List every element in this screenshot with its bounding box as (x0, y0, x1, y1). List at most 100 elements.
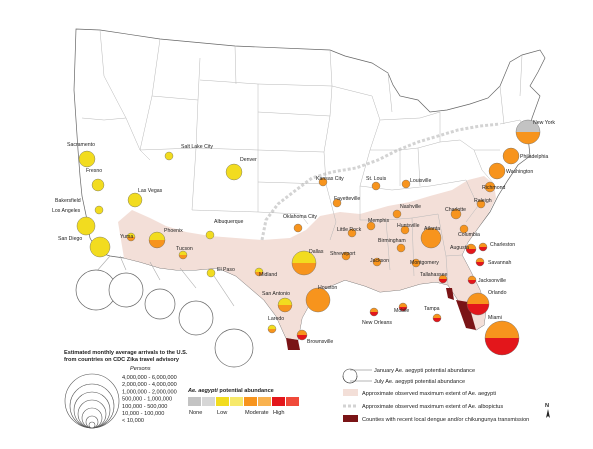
city-symbol-louisville (401, 179, 411, 189)
city-symbol-raleigh (476, 199, 486, 209)
state-boundaries (81, 29, 529, 286)
abundance-swatch-high (272, 397, 285, 406)
city-label-birmingham: Birmingham (378, 238, 406, 244)
city-symbol-el-paso (206, 268, 216, 278)
city-label-shreveport: Shreveport (330, 251, 356, 257)
city-label-los-angeles: Los Angeles (52, 208, 81, 214)
city-label-el-paso: El Paso (217, 267, 235, 273)
city-symbol-nashville (392, 209, 402, 219)
city-symbol-denver (225, 163, 243, 181)
city-label-brownsville: Brownsville (307, 339, 333, 345)
city-label-mobile: Mobile (394, 308, 409, 314)
size-class-label: 500,000 - 1,000,000 (122, 397, 172, 403)
city-symbol-tallahassee (438, 274, 448, 284)
abundance-label-low: Low (217, 410, 228, 416)
city-symbol-mobile (398, 302, 408, 312)
north-arrow-icon: N (545, 403, 550, 418)
city-label-memphis: Memphis (368, 218, 389, 224)
city-label-little-rock: Little Rock (337, 227, 362, 233)
size-legend-persons: Persons (130, 366, 151, 372)
map-legend: January Ae. aegypti potential abundance … (342, 368, 529, 423)
city-symbol-jackson (372, 257, 382, 267)
albopictus-extent-line (260, 122, 501, 241)
city-symbol-laredo (267, 324, 277, 334)
abundance-legend-title: Ae. aegypti potential abundance (187, 388, 274, 394)
city-symbol-brownsville (296, 329, 308, 341)
city-symbol-bakersfield (94, 205, 104, 215)
city-label-charlotte: Charlotte (445, 207, 466, 213)
city-label-jacksonville: Jacksonville (478, 278, 506, 284)
size-legend: Estimated monthly average arrivals to th… (64, 350, 188, 429)
abundance-swatch-low (230, 397, 243, 406)
abundance-swatch-high (286, 397, 299, 406)
city-symbol-houston (305, 287, 331, 313)
city-label-huntsville: Huntsville (397, 223, 420, 229)
city-symbol-phoenix (148, 231, 166, 249)
city-label-tampa: Tampa (424, 306, 440, 312)
abundance-label-high: High (273, 410, 285, 416)
abundance-label-none: None (189, 410, 202, 416)
size-class-label: 1,000,000 - 2,000,000 (122, 389, 177, 395)
city-symbol-jacksonville (467, 275, 477, 285)
city-symbol-shreveport (341, 251, 351, 261)
city-symbol-washington (488, 162, 506, 180)
city-label-san-diego: San Diego (58, 236, 82, 242)
city-label-midland: Midland (259, 272, 277, 278)
svg-text:N: N (545, 403, 549, 409)
city-symbol-fayetteville (332, 198, 342, 208)
city-label-atlanta: Atlanta (424, 226, 440, 232)
city-symbol-birmingham (396, 243, 406, 253)
city-symbol-montgomery (411, 258, 421, 268)
city-symbol-savannah (475, 257, 485, 267)
city-symbol-san-diego (89, 236, 111, 258)
city-label-las-vegas: Las Vegas (138, 188, 163, 194)
city-symbol-philadelphia (502, 147, 520, 165)
city-label-phoenix: Phoenix (164, 228, 183, 234)
city-symbol-sacramento (78, 150, 96, 168)
legend-dengue-swatch (343, 415, 358, 422)
abundance-swatch-none (202, 397, 215, 406)
city-label-bakersfield: Bakersfield (55, 198, 81, 204)
size-class-label: 4,000,000 - 6,000,000 (122, 375, 177, 381)
city-symbol-kansas-city (318, 177, 328, 187)
city-symbol-fresno (91, 178, 105, 192)
city-label-salt-lake-city: Salt Lake City (181, 144, 213, 150)
city-symbol-columbia (459, 224, 469, 234)
city-symbol-memphis (366, 221, 376, 231)
city-symbol-new-york (515, 119, 541, 145)
city-symbol-los-angeles (76, 216, 96, 236)
city-label-st-louis: St. Louis (366, 176, 387, 182)
city-symbol-st-louis (371, 181, 381, 191)
city-symbol-tucson (178, 250, 188, 260)
city-label-new-orleans: New Orleans (362, 320, 392, 326)
legend-aegypti: Approximate observed maximum extent of A… (362, 391, 496, 397)
legend-albopictus: Approximate observed maximum extent of A… (362, 404, 503, 410)
city-symbol-augusta (465, 243, 477, 255)
abundance-label-moderate: Moderate (245, 410, 269, 416)
city-label-denver: Denver (240, 157, 257, 163)
abundance-swatch-moderate (244, 397, 257, 406)
legend-dengue: Counties with recent local dengue and/or… (362, 417, 529, 423)
abundance-swatch-moderate (258, 397, 271, 406)
legend-aegypti-swatch (343, 389, 358, 396)
city-label-savannah: Savannah (488, 260, 511, 266)
abundance-legend: Ae. aegypti potential abundance None Low M… (187, 388, 299, 416)
city-symbol-las-vegas (127, 192, 143, 208)
city-symbol-oklahoma-city (293, 223, 303, 233)
city-symbol-salt-lake-city (164, 151, 174, 161)
abundance-swatch-none (188, 397, 201, 406)
city-symbol-orlando (466, 292, 490, 316)
city-label-fayetteville: Fayetteville (334, 196, 360, 202)
city-label-tallahassee: Tallahassee (420, 272, 448, 278)
city-label-kansas-city: Kansas City (316, 176, 344, 182)
city-symbol-tampa (432, 313, 442, 323)
city-symbol-san-antonio (277, 297, 293, 313)
city-labels: New York Philadelphia Washington Richmond Ra… (52, 120, 555, 345)
size-class-label: 10,000 - 100,000 (122, 411, 164, 417)
city-label-sacramento: Sacramento (67, 142, 95, 148)
city-label-charleston: Charleston (490, 242, 515, 248)
july-symbol (342, 375, 358, 384)
travel-circles (75, 269, 254, 368)
city-label-washington: Washington (506, 169, 533, 175)
